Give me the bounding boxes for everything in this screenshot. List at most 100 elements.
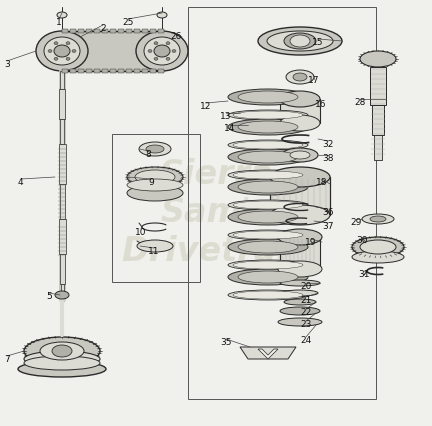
Text: 18: 18 <box>316 178 327 187</box>
Ellipse shape <box>238 242 298 253</box>
Ellipse shape <box>228 210 308 225</box>
Polygon shape <box>62 32 162 72</box>
Ellipse shape <box>258 28 342 56</box>
Text: 25: 25 <box>122 18 133 27</box>
Text: 35: 35 <box>220 337 232 346</box>
Text: 36: 36 <box>322 207 334 216</box>
Ellipse shape <box>57 13 67 19</box>
Bar <box>142 70 148 74</box>
Bar <box>102 30 108 34</box>
Bar <box>70 70 76 74</box>
Ellipse shape <box>154 43 158 46</box>
Ellipse shape <box>238 152 298 164</box>
Bar <box>142 30 148 34</box>
Bar <box>60 284 64 294</box>
Ellipse shape <box>40 342 84 360</box>
Text: 2: 2 <box>100 24 106 33</box>
Bar <box>62 30 68 34</box>
Ellipse shape <box>228 260 308 271</box>
Text: 1: 1 <box>56 18 62 27</box>
Text: 37: 37 <box>322 222 334 230</box>
Ellipse shape <box>228 150 308 166</box>
Ellipse shape <box>228 111 308 121</box>
Ellipse shape <box>154 58 158 61</box>
Text: 9: 9 <box>148 178 154 187</box>
Ellipse shape <box>72 50 76 53</box>
Ellipse shape <box>228 290 308 300</box>
Bar <box>60 184 64 219</box>
Bar <box>134 70 140 74</box>
Text: 5: 5 <box>46 291 52 300</box>
Polygon shape <box>258 349 278 359</box>
Text: 4: 4 <box>18 178 24 187</box>
Ellipse shape <box>238 181 298 193</box>
Text: 20: 20 <box>300 281 311 290</box>
Ellipse shape <box>228 269 308 285</box>
Ellipse shape <box>233 201 303 210</box>
Ellipse shape <box>24 351 100 367</box>
Ellipse shape <box>238 211 298 224</box>
Text: 7: 7 <box>4 354 10 363</box>
Ellipse shape <box>228 141 308 151</box>
Text: 14: 14 <box>224 124 235 132</box>
Bar <box>126 70 132 74</box>
Ellipse shape <box>36 32 88 72</box>
Bar <box>372 106 384 136</box>
Ellipse shape <box>278 230 322 245</box>
Bar <box>150 70 156 74</box>
Bar <box>78 70 84 74</box>
Ellipse shape <box>233 262 303 269</box>
Text: 11: 11 <box>148 246 159 256</box>
Ellipse shape <box>54 46 70 58</box>
Bar <box>59 90 65 120</box>
Ellipse shape <box>148 50 152 53</box>
Ellipse shape <box>286 71 314 85</box>
Text: 22: 22 <box>300 307 311 316</box>
Ellipse shape <box>280 307 320 315</box>
Ellipse shape <box>290 36 310 48</box>
Ellipse shape <box>228 90 308 106</box>
Ellipse shape <box>238 271 298 283</box>
Text: 29: 29 <box>350 218 362 227</box>
Ellipse shape <box>284 34 316 50</box>
Ellipse shape <box>280 92 320 108</box>
Bar <box>158 30 164 34</box>
Ellipse shape <box>233 291 303 299</box>
Bar <box>110 30 116 34</box>
Ellipse shape <box>66 43 70 46</box>
Ellipse shape <box>238 122 298 134</box>
Ellipse shape <box>228 230 308 240</box>
Bar <box>112 135 200 282</box>
Ellipse shape <box>154 46 170 58</box>
Text: 10: 10 <box>135 227 146 236</box>
Bar <box>70 30 76 34</box>
Ellipse shape <box>278 318 322 326</box>
Ellipse shape <box>54 43 58 46</box>
Bar <box>118 30 124 34</box>
Text: 26: 26 <box>170 32 181 41</box>
Text: 23: 23 <box>300 319 311 328</box>
Text: Sierra
Sam's
Drivetrain: Sierra Sam's Drivetrain <box>121 158 311 267</box>
Ellipse shape <box>233 231 303 239</box>
Ellipse shape <box>157 13 167 19</box>
Ellipse shape <box>52 345 72 357</box>
Bar <box>62 70 68 74</box>
Ellipse shape <box>127 167 183 187</box>
Bar <box>60 254 64 284</box>
Bar <box>60 72 64 90</box>
Ellipse shape <box>290 152 310 160</box>
Ellipse shape <box>360 52 396 68</box>
Ellipse shape <box>144 38 180 66</box>
Ellipse shape <box>66 58 70 61</box>
Bar <box>280 237 320 269</box>
Ellipse shape <box>278 262 322 277</box>
Bar <box>188 8 376 399</box>
Ellipse shape <box>127 186 183 201</box>
Ellipse shape <box>166 43 170 46</box>
Bar <box>102 70 108 74</box>
Text: 38: 38 <box>322 154 334 163</box>
Text: 12: 12 <box>200 102 211 111</box>
Bar <box>86 30 92 34</box>
Text: 13: 13 <box>220 112 232 121</box>
Ellipse shape <box>127 180 183 192</box>
